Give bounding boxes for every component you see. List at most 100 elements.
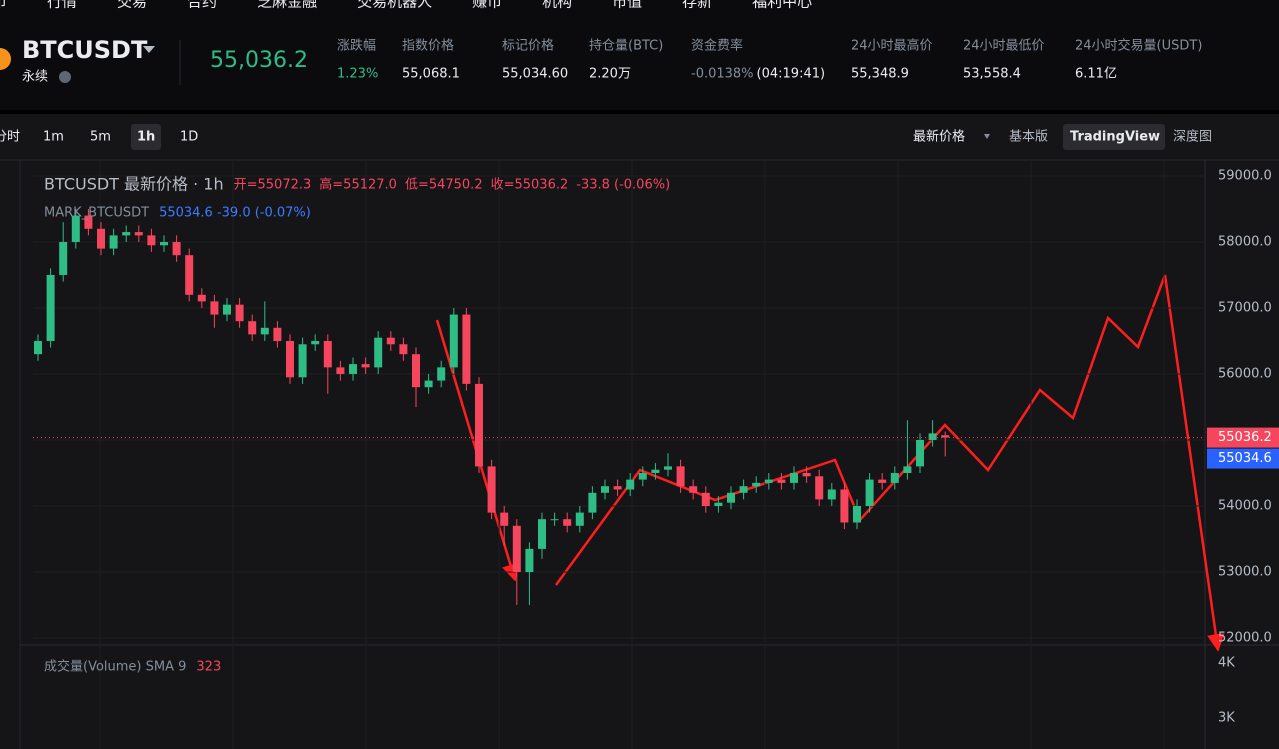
stat-label: 标记价格 (502, 38, 554, 54)
candle-body (260, 327, 269, 335)
stat-value: 6.11亿 (1075, 67, 1117, 82)
nav-item[interactable]: 赚币 (472, 0, 502, 11)
price-mode[interactable]: 最新价格 (913, 129, 965, 145)
nav-item[interactable]: 交易 (117, 0, 147, 11)
volume-tick: 3K (1218, 711, 1235, 726)
nav-item[interactable]: 交易机器人 (357, 0, 432, 11)
candle-body (752, 482, 761, 487)
candle-body (487, 466, 496, 513)
candle-body (210, 301, 219, 315)
candle-body (500, 512, 509, 526)
candle-body (815, 476, 824, 500)
candle-body (701, 492, 710, 506)
candle-body (853, 505, 861, 523)
candle-body (575, 512, 584, 526)
interval-button[interactable]: 1m (43, 130, 64, 145)
candle-body (739, 486, 748, 493)
interval-button[interactable]: 5m (90, 130, 111, 145)
stat-value: 55,348.9 (851, 67, 909, 82)
candle-body (235, 304, 244, 322)
candle-body (638, 472, 647, 480)
candle-body (601, 486, 609, 493)
candle-body (46, 274, 55, 341)
candle-body (349, 364, 357, 374)
active-view-bg (1063, 124, 1165, 150)
symbol[interactable]: BTCUSDT (22, 36, 148, 64)
candle-body (928, 433, 937, 440)
stat-label: 持仓量(BTC) (589, 39, 663, 54)
y-tick-label: 59000.0 (1218, 168, 1272, 183)
candle-body (172, 241, 181, 256)
nav-item[interactable]: 行情 (47, 0, 77, 11)
interval-button[interactable]: 1D (180, 130, 198, 145)
y-tick-label: 57000.0 (1218, 300, 1272, 315)
nav-item[interactable]: 机构 (542, 0, 572, 11)
view-button[interactable]: TradingView (1070, 130, 1160, 145)
volume-tick: 4K (1218, 656, 1235, 671)
candle-body (412, 354, 420, 388)
candle-body (525, 548, 534, 572)
candle-body (676, 466, 685, 487)
candle-body (790, 472, 798, 483)
candle-body (248, 321, 257, 335)
candle-body (147, 235, 156, 246)
legend-mark-values: 55034.6 -39.0 (-0.07%) (159, 206, 311, 221)
candle-body (878, 479, 887, 483)
coin-icon (0, 48, 11, 70)
nav-item[interactable]: 福利中心 (752, 0, 812, 11)
nav-item[interactable]: 合约 (187, 0, 217, 11)
candle-body (336, 367, 345, 374)
y-tick-label: 54000.0 (1218, 498, 1272, 513)
candle-body (903, 466, 912, 473)
candle-body (34, 340, 42, 355)
view-button[interactable]: 深度图 (1173, 129, 1212, 145)
divider (0, 110, 1279, 114)
candle-body (865, 479, 874, 506)
info-icon[interactable] (59, 71, 71, 83)
volume-title: 成交量(Volume) SMA 9 (44, 659, 186, 675)
candle-body (160, 241, 168, 246)
stat-label: 24小时最低价 (963, 39, 1045, 54)
interval-button[interactable]: 分时 (0, 130, 20, 145)
candle-body (777, 479, 786, 483)
candle-body (941, 435, 950, 438)
legend-ohlc: 低=54750.2 (405, 178, 483, 193)
candle-body (840, 489, 849, 523)
candle-body (223, 304, 231, 315)
active-interval-bg (131, 124, 161, 150)
candle-body (538, 519, 546, 549)
symbol-dropdown[interactable] (143, 46, 155, 53)
candle-body (386, 337, 395, 345)
interval-button[interactable]: 1h (137, 130, 155, 145)
candle-body (689, 486, 698, 493)
view-button[interactable]: 基本版 (1009, 130, 1048, 145)
candle-body (84, 215, 93, 229)
candle-body (588, 492, 597, 513)
candle-body (197, 294, 206, 302)
nav-item[interactable]: 市值 (612, 0, 642, 11)
legend-mark-name: MARK_BTCUSDT (44, 206, 149, 221)
candle-body (134, 232, 143, 236)
dropdown[interactable] (984, 134, 990, 139)
stat-value: 1.23% (337, 67, 378, 82)
annotation-arrow (554, 274, 1225, 652)
last-price-tag-text: 55036.2 (1218, 430, 1272, 445)
nav-item[interactable]: 芝麻金融 (257, 0, 317, 11)
mark-price-tag-text: 55034.6 (1218, 451, 1272, 466)
y-tick-label: 53000.0 (1218, 564, 1272, 579)
candle-body (311, 340, 320, 345)
candle-body (399, 344, 408, 355)
candle-body (424, 380, 433, 388)
candle-body (651, 469, 660, 473)
candle-body (323, 340, 332, 368)
candle-body (802, 472, 811, 477)
nav-item[interactable]: 存新 (682, 0, 712, 11)
nav-item[interactable]: 币 (0, 0, 7, 11)
candle-body (550, 519, 559, 521)
candle-body (59, 241, 68, 275)
candle-body (273, 327, 282, 341)
y-tick-label: 52000.0 (1218, 631, 1272, 646)
candle-body (890, 472, 899, 483)
mark-price-tag (1207, 448, 1279, 469)
